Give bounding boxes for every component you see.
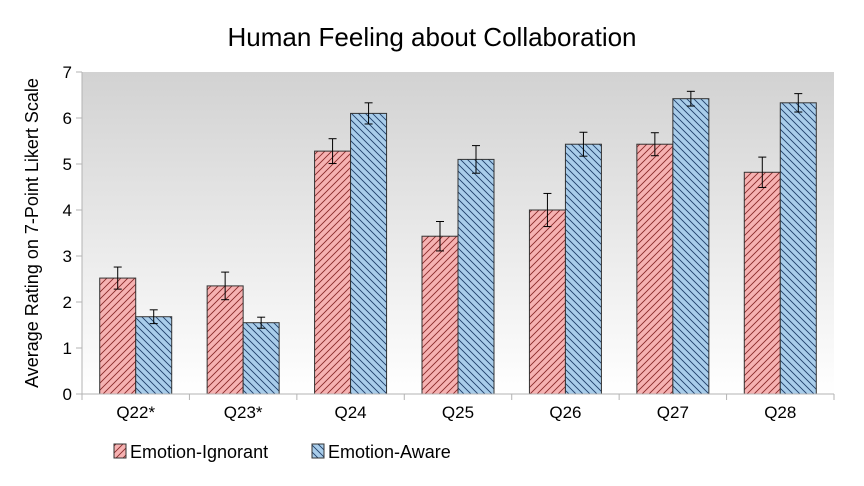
x-tick-label: Q26 [549,403,581,422]
bar [314,150,352,395]
x-tick-label: Q23* [224,403,263,422]
y-axis: 0 1 2 3 4 5 6 7 [63,63,83,404]
x-tick-label: Q27 [657,403,689,422]
bar [457,158,495,395]
chart-title: Human Feeling about Collaboration [227,22,636,52]
bar [564,143,602,395]
x-tick-label: Q25 [442,403,474,422]
y-axis-label: Average Rating on 7-Point Likert Scale [22,78,42,388]
bar [421,235,459,395]
bar [350,112,388,395]
y-tick-label: 6 [63,109,72,128]
x-tick-label: Q22* [116,403,155,422]
legend-label: Emotion-Ignorant [130,442,268,462]
bar [779,102,817,395]
bar [636,143,674,395]
bar [672,98,710,395]
y-tick-label: 7 [63,63,72,82]
x-tick-label: Q28 [764,403,796,422]
bar [242,322,280,395]
bar [743,171,781,395]
legend-swatch [311,443,325,459]
y-tick-label: 2 [63,293,72,312]
x-tick-label: Q24 [335,403,367,422]
bar [135,316,173,395]
bars [99,90,817,395]
x-axis: Q22* Q23* Q24 Q25 Q26 Q27 Q28 [81,393,835,422]
y-tick-label: 5 [63,155,72,174]
legend-label: Emotion-Aware [328,442,451,462]
y-tick-label: 1 [63,339,72,358]
y-tick-label: 3 [63,247,72,266]
legend-swatch [113,443,127,459]
y-tick-label: 4 [63,201,72,220]
legend: Emotion-Ignorant Emotion-Aware [113,442,451,462]
bar [206,285,244,395]
y-tick-label: 0 [63,385,72,404]
bar [99,277,137,395]
bar [528,209,566,395]
